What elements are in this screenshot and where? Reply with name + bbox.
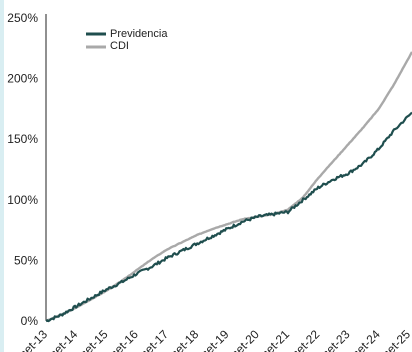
series-layer [45,51,412,323]
x-tick-label: set-15 [77,327,111,352]
y-tick-label: 100% [7,193,38,207]
x-tick-label: set-14 [47,327,81,352]
legend-label-previdencia: Previdencia [110,28,168,40]
x-tick-label: set-25 [380,327,412,352]
x-tick-label: set-23 [319,327,353,352]
y-tick-label: 250% [7,11,38,25]
y-tick-label: 200% [7,72,38,86]
x-tick-label: set-21 [259,327,293,352]
series-line-previdencia [45,111,412,323]
x-tick-label: set-19 [198,327,232,352]
series-line-cdi [45,51,412,323]
legend-label-cdi: CDI [110,40,129,52]
x-tick-label: set-24 [349,327,383,352]
x-tick-label: set-18 [168,327,202,352]
x-tick-label: set-22 [289,327,323,352]
left-accent-strip [0,0,4,352]
x-tick-label: set-17 [138,327,172,352]
legend: Previdencia CDI [86,28,168,52]
y-tick-label: 0% [21,314,39,328]
x-tick-label: set-13 [17,327,51,352]
y-tick-label: 150% [7,132,38,146]
x-tick-label: set-20 [228,327,262,352]
y-tick-label: 50% [14,253,38,267]
x-axis: set-13set-14set-15set-16set-17set-18set-… [17,327,412,352]
y-axis: 0% 50% 100% 150% 200% 250% [7,11,47,328]
x-tick-label: set-16 [107,327,141,352]
